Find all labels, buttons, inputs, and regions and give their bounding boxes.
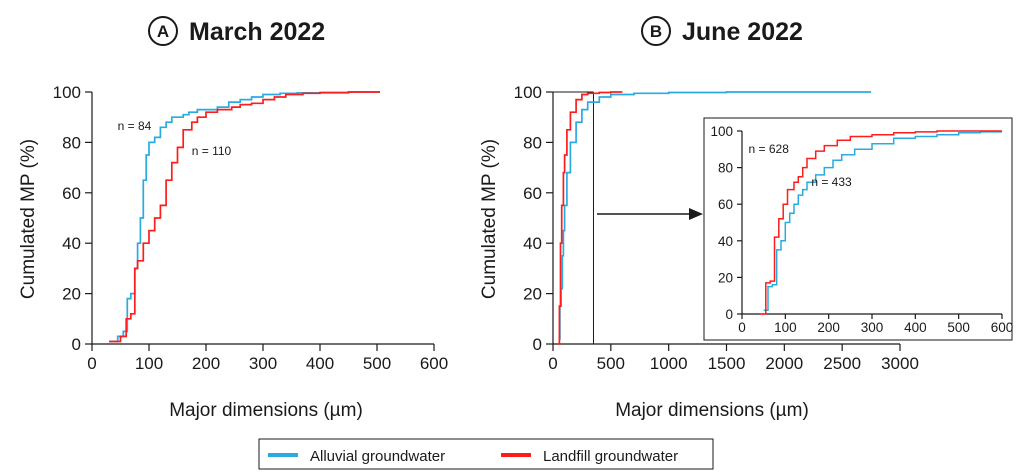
panel-a-y-tick-label: 20 <box>62 285 81 304</box>
panel-a-x-label: Major dimensions (µm) <box>169 400 363 421</box>
panel-b-y-tick-label: 80 <box>523 133 542 152</box>
panel-a-x-tick-label: 200 <box>192 354 220 373</box>
inset-frame <box>703 117 1013 341</box>
legend-box <box>258 438 714 470</box>
panel-a-plot: 0 20 40 60 80 100 0 100 200 300 400 500 600 n = 84 n =… <box>18 83 448 421</box>
inset-y-tick-label: 60 <box>718 197 733 212</box>
panel-a-x-tick-label: 400 <box>306 354 334 373</box>
panel-a-letter: A <box>157 22 169 41</box>
inset-series-alluvial <box>763 131 1002 312</box>
zoom-arrow-head <box>689 208 703 220</box>
legend-label-alluvial: Alluvial groundwater <box>310 448 445 465</box>
panel-b-y-tick-label: 20 <box>523 285 542 304</box>
inset-y-tick-label: 0 <box>725 307 733 322</box>
inset-y-tick-label: 20 <box>718 270 733 285</box>
panel-a-annotation: n = 110 <box>192 144 232 158</box>
panel-b-y-tick-label: 60 <box>523 184 542 203</box>
panel-a-y-tick-label: 100 <box>53 83 81 102</box>
panel-a-series-landfill <box>109 91 380 343</box>
inset-annotation: n = 433 <box>811 175 852 189</box>
panel-a-y-label: Cumulated MP (%) <box>18 139 39 299</box>
panel-b-y-tick-label: 0 <box>533 335 542 354</box>
inset-x-tick-label: 100 <box>774 320 797 335</box>
panel-b-x-tick-label: 1000 <box>650 354 688 373</box>
legend: Alluvial groundwater Landfill groundwate… <box>258 438 714 470</box>
panel-b-x-tick-label: 2500 <box>823 354 861 373</box>
panel-a-x-tick-label: 600 <box>420 354 448 373</box>
panel-b-x-tick-label: 2000 <box>765 354 803 373</box>
panel-b-title: B June 2022 <box>641 16 803 46</box>
panel-a-badge <box>148 16 178 46</box>
inset-y-tick-label: 100 <box>710 124 733 139</box>
zoom-arrow <box>597 208 703 220</box>
inset-x-tick-label: 200 <box>817 320 840 335</box>
panel-b-title-text: June 2022 <box>682 18 803 46</box>
panel-a-title: A March 2022 <box>148 16 325 46</box>
panel-b-y-label: Cumulated MP (%) <box>479 139 500 299</box>
panel-b-x-label: Major dimensions (µm) <box>615 400 809 421</box>
panel-b-x-tick-label: 1500 <box>708 354 746 373</box>
inset-x-tick-label: 0 <box>738 320 746 335</box>
inset-annotation: n = 628 <box>749 142 790 156</box>
panel-a-y-tick-label: 40 <box>62 234 81 253</box>
panel-a-y-tick-label: 60 <box>62 184 81 203</box>
panel-a-x-tick-label: 0 <box>87 354 96 373</box>
panel-b-series-alluvial <box>558 91 872 340</box>
panel-b-badge <box>641 16 671 46</box>
inset-y-tick-label: 80 <box>718 161 733 176</box>
inset-x-tick-label: 300 <box>861 320 884 335</box>
panel-b-x-tick-label: 500 <box>597 354 625 373</box>
panel-b-y-tick-label: 40 <box>523 234 542 253</box>
panel-a-title-text: March 2022 <box>189 18 325 46</box>
panel-a-x-tick-label: 100 <box>135 354 163 373</box>
panel-b-letter: B <box>650 22 662 41</box>
inset-x-tick-label: 400 <box>904 320 927 335</box>
legend-label-landfill: Landfill groundwater <box>543 448 678 465</box>
inset-y-tick-label: 40 <box>718 234 733 249</box>
panel-b-series-landfill <box>557 91 623 345</box>
panel-a-annotation: n = 84 <box>118 119 152 133</box>
panel-a-x-tick-label: 300 <box>249 354 277 373</box>
panel-a-y-tick-label: 80 <box>62 133 81 152</box>
panel-b-x-tick-label: 0 <box>548 354 557 373</box>
panel-b-inset: 0 20 40 60 80 100 0 100 200 300 400 500 600 n = 628 n … <box>703 117 1014 341</box>
panel-a-x-tick-label: 500 <box>363 354 391 373</box>
panel-b-y-tick-label: 100 <box>514 83 542 102</box>
inset-x-tick-label: 500 <box>947 320 970 335</box>
panel-b-x-tick-label: 3000 <box>881 354 919 373</box>
inset-x-tick-label: 600 <box>991 320 1014 335</box>
inset-series-landfill <box>759 130 1002 315</box>
panel-a-y-tick-label: 0 <box>72 335 81 354</box>
